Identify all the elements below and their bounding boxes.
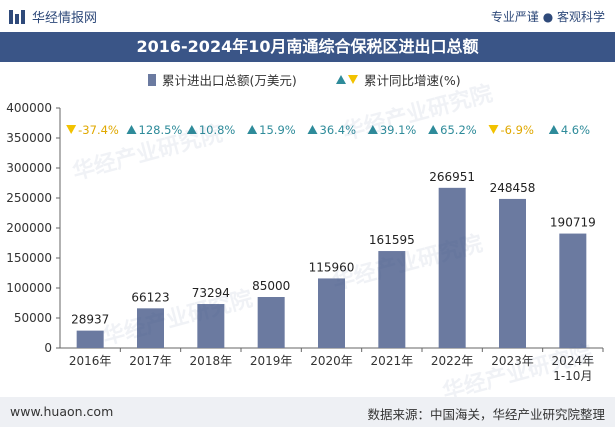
growth-value-label: 10.8% [199, 123, 236, 137]
bar-value-label: 190719 [550, 216, 596, 230]
growth-up-marker [307, 125, 318, 134]
y-tick-label: 0 [44, 341, 52, 355]
x-tick-label: 1-10月 [553, 369, 592, 383]
growth-up-marker [428, 125, 439, 134]
tagline: 专业严谨 ● 客观科学 [490, 10, 605, 24]
growth-value-label: -37.4% [78, 123, 119, 137]
growth-value-label: 65.2% [440, 123, 477, 137]
bar-value-label: 66123 [131, 290, 169, 304]
x-tick-label: 2016年 [69, 354, 112, 368]
bar-swatch-icon [148, 73, 156, 86]
y-tick-label: 300000 [6, 161, 52, 175]
footer-source: 数据来源：中国海关，华经产业研究院整理 [367, 407, 605, 422]
bar-chart: 0 50000 100000 150000 200000 250000 300000 3500… [6, 101, 604, 383]
growth-up-marker [186, 125, 197, 134]
x-tick-label: 2017年 [129, 354, 172, 368]
y-tick-label: 350000 [6, 131, 52, 145]
growth-value-label: 36.4% [320, 123, 357, 137]
brand: 华经情报网 [8, 7, 97, 26]
footer: www.huaon.com 数据来源：中国海关，华经产业研究院整理 [0, 397, 615, 427]
y-tick-label: 150000 [6, 251, 52, 265]
brand-name: 华经情报网 [32, 11, 98, 26]
legend-label-growth: 累计同比增速(%) [364, 73, 461, 88]
legend: 累计进出口总额(万美元) 累计同比增速(%) [0, 70, 615, 90]
x-tick-label: 2018年 [190, 354, 233, 368]
triangle-up-icon [336, 75, 346, 84]
legend-label-bar: 累计进出口总额(万美元) [162, 73, 297, 88]
growth-up-marker [367, 125, 378, 134]
bar-value-label: 161595 [369, 233, 415, 247]
bar [378, 251, 406, 348]
growth-value-label: 15.9% [259, 123, 296, 137]
bar-value-label: 28937 [71, 313, 109, 327]
bar-value-label: 115960 [309, 260, 355, 274]
triangle-down-icon [348, 75, 358, 84]
growth-value-label: 4.6% [561, 123, 590, 137]
growth-value-label: -6.9% [501, 123, 534, 137]
brand-logo-icon [9, 9, 25, 24]
y-tick-label: 250000 [6, 191, 52, 205]
growth-down-marker [66, 125, 77, 134]
x-tick-label: 2019年 [250, 354, 293, 368]
x-tick-label: 2022年 [431, 354, 474, 368]
bar [197, 304, 225, 348]
bar [257, 297, 285, 348]
bar [499, 198, 526, 348]
bar-value-label: 85000 [252, 279, 290, 293]
legend-item-growth: 累计同比增速(%) [336, 70, 461, 89]
growth-value-label: 128.5% [139, 123, 183, 137]
x-tick-label: 2021年 [371, 354, 414, 368]
x-tick-label: 2020年 [310, 354, 353, 368]
growth-up-marker [126, 125, 137, 134]
bar [438, 187, 466, 348]
y-tick-label: 50000 [14, 311, 52, 325]
bar [318, 278, 345, 348]
y-tick-label: 400000 [6, 101, 52, 115]
y-tick-label: 200000 [6, 221, 52, 235]
bar [76, 330, 104, 348]
chart-title-bar: 2016-2024年10月南通综合保税区进出口总额 [0, 32, 615, 62]
bar [559, 233, 587, 348]
bar-value-label: 73294 [192, 286, 230, 300]
growth-down-marker [488, 125, 499, 134]
bar-value-label: 266951 [429, 170, 475, 184]
legend-item-bar: 累计进出口总额(万美元) [148, 70, 297, 89]
growth-up-marker [247, 125, 258, 134]
bar [137, 308, 164, 348]
y-tick-label: 100000 [6, 281, 52, 295]
chart-title: 2016-2024年10月南通综合保税区进出口总额 [136, 37, 479, 56]
top-bar: 华经情报网 专业严谨 ● 客观科学 [0, 0, 615, 32]
footer-url: www.huaon.com [10, 404, 114, 419]
bar-value-label: 248458 [490, 181, 536, 195]
x-tick-label: 2023年 [491, 354, 534, 368]
x-tick-label: 2024年 [552, 354, 595, 368]
growth-up-marker [548, 125, 559, 134]
growth-value-label: 39.1% [380, 123, 417, 137]
